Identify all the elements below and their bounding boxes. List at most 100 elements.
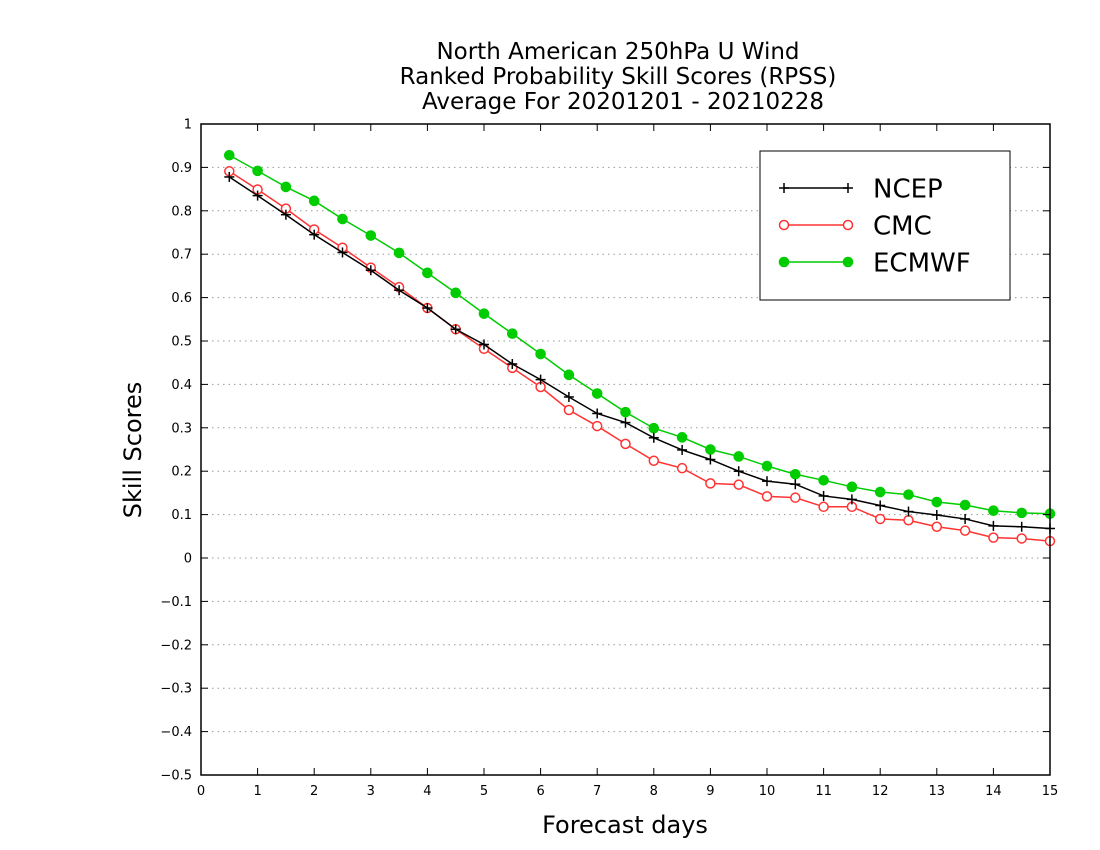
data-point-ncep (252, 190, 263, 201)
data-point-ncep (648, 432, 659, 443)
y-tick-label: 0.9 (171, 161, 192, 176)
data-point-cmc (903, 514, 914, 526)
data-point-ncep (280, 209, 291, 220)
data-point-ecmwf (846, 481, 858, 493)
data-point-ncep (903, 506, 914, 517)
data-point-ncep (960, 513, 971, 524)
legend-label-ecmwf: ECMWF (873, 249, 971, 279)
legend-marker (779, 183, 789, 193)
y-tick-label: 0.3 (171, 421, 192, 436)
data-point-ecmwf (1016, 507, 1028, 519)
data-point-cmc (790, 492, 801, 503)
data-point-ecmwf (224, 149, 235, 161)
data-point-ecmwf (903, 489, 914, 500)
y-axis: −0.5 −0.4 −0.3 −0.2 −0.1 0 0.1 0.2 0.3 0.4 0.5 0.6 0… (160, 118, 1050, 784)
y-tick-label: 0.7 (171, 248, 192, 263)
chart-title-line-1: North American 250hPa U Wind (436, 39, 799, 65)
data-point-ecmwf (620, 406, 631, 418)
legend-items: NCEP CMC ECMWF (778, 175, 971, 279)
x-tick-label: 0 (197, 784, 205, 799)
data-point-ecmwf (676, 432, 688, 443)
data-point-cmc (563, 404, 575, 416)
data-point-ecmwf (988, 505, 999, 516)
data-point-ncep (535, 374, 546, 385)
x-tick-label: 6 (536, 784, 544, 799)
data-point-cmc (874, 513, 886, 525)
data-point-ncep (677, 444, 688, 455)
data-point-ecmwf (761, 460, 773, 472)
data-point-cmc (1016, 533, 1027, 544)
data-point-ncep (224, 171, 235, 182)
data-point-cmc (761, 491, 773, 502)
x-tick-label: 8 (650, 784, 658, 799)
data-point-ecmwf (591, 388, 603, 399)
legend-item-ncep: NCEP (779, 175, 943, 205)
x-tick-label: 11 (815, 784, 832, 799)
data-point-cmc (931, 521, 943, 533)
grid (201, 166, 1050, 733)
data-point-ecmwf (959, 499, 971, 511)
series-layer (224, 149, 1056, 547)
legend-marker (843, 183, 853, 193)
data-point-ncep (988, 520, 999, 531)
data-point-ncep (309, 229, 320, 240)
data-point-ecmwf (790, 468, 801, 480)
data-point-ncep (705, 454, 716, 465)
y-tick-label: −0.3 (160, 682, 192, 697)
data-point-cmc (818, 501, 829, 513)
data-point-cmc (959, 525, 971, 536)
data-point-ecmwf (507, 328, 518, 339)
data-point-ecmwf (874, 486, 886, 498)
data-point-ncep (394, 285, 405, 296)
data-point-cmc (591, 420, 603, 432)
data-point-ecmwf (450, 287, 462, 299)
y-tick-label: −0.4 (160, 725, 192, 740)
y-tick-label: −0.1 (160, 595, 192, 610)
x-tick-label: 15 (1042, 784, 1059, 799)
data-point-ncep (479, 339, 489, 350)
x-tick-label: 14 (985, 784, 1002, 799)
legend-marker (778, 219, 790, 231)
data-point-ncep (931, 510, 942, 521)
data-point-ncep (733, 466, 744, 477)
data-point-ecmwf (705, 444, 716, 455)
data-point-ncep (620, 417, 631, 428)
y-tick-label: 1 (184, 118, 192, 133)
legend-label-ncep: NCEP (873, 175, 943, 205)
x-tick-label: 13 (929, 784, 946, 799)
chart-title-line-2: Ranked Probability Skill Scores (RPSS) (400, 64, 837, 90)
y-axis-label: Skill Scores (119, 382, 147, 519)
y-tick-label: −0.2 (160, 638, 192, 653)
data-point-ncep (337, 247, 348, 258)
legend-marker (778, 256, 790, 268)
data-point-ecmwf (478, 308, 490, 319)
data-point-ecmwf (365, 230, 377, 241)
data-point-ecmwf (308, 195, 320, 207)
x-tick-label: 7 (593, 784, 601, 799)
data-point-ecmwf (818, 475, 829, 486)
data-point-ncep (875, 500, 886, 511)
x-tick-label: 4 (423, 784, 431, 799)
data-point-ecmwf (931, 496, 943, 508)
data-point-ecmwf (563, 369, 575, 381)
y-tick-label: −0.5 (160, 769, 192, 784)
data-point-cmc (676, 462, 688, 474)
y-tick-label: 0.2 (171, 465, 192, 480)
y-tick-label: 0.5 (171, 335, 192, 350)
data-point-ecmwf (422, 267, 433, 279)
data-point-ncep (592, 408, 603, 419)
x-axis: 0 1 2 3 4 5 6 7 8 9 10 11 12 13 14 15 (197, 124, 1058, 799)
legend-label-cmc: CMC (873, 212, 932, 242)
legend-item-ecmwf: ECMWF (778, 249, 971, 279)
y-tick-label: 0.6 (171, 291, 192, 306)
x-tick-label: 2 (310, 784, 318, 799)
x-tick-label: 12 (872, 784, 889, 799)
x-tick-label: 3 (367, 784, 375, 799)
data-point-ncep (365, 265, 376, 276)
data-point-ecmwf (733, 451, 745, 462)
plot-frame (200, 123, 1051, 776)
legend-item-cmc: CMC (778, 212, 932, 242)
x-tick-label: 9 (706, 784, 714, 799)
data-point-ncep (1016, 521, 1027, 532)
data-point-ncep (563, 391, 574, 402)
